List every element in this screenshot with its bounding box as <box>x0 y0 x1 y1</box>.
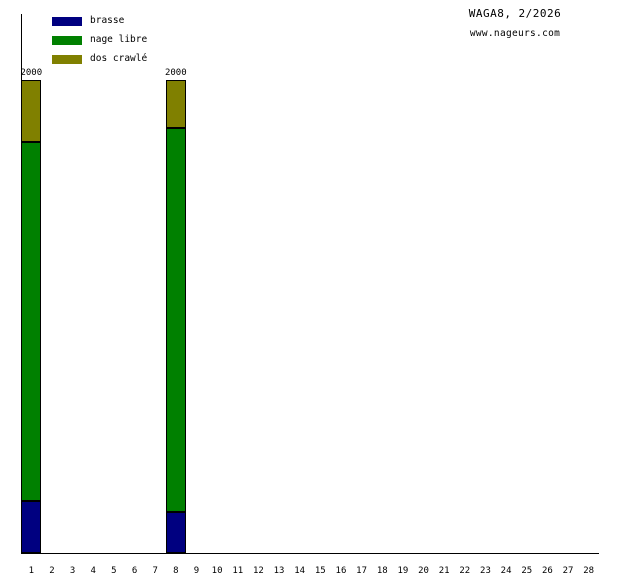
x-tick-label: 26 <box>541 566 553 576</box>
plot-area: 2000 2000 <box>20 14 599 553</box>
x-tick-label: 2 <box>49 566 55 576</box>
chart-title: WAGA8, 2/2026 <box>468 7 562 20</box>
x-tick-label: 24 <box>500 566 512 576</box>
legend-label: brasse <box>90 15 125 26</box>
bar-total-label: 2000 <box>164 68 187 78</box>
x-tick-label: 27 <box>562 566 574 576</box>
x-tick-label: 7 <box>152 566 158 576</box>
bar-segment[interactable] <box>21 141 42 501</box>
legend-swatch-icon <box>52 17 82 26</box>
x-tick-label: 1 <box>28 566 35 576</box>
x-tick-label: 20 <box>418 566 429 576</box>
x-tick-label: 17 <box>356 566 368 576</box>
x-tick-label: 19 <box>397 566 409 576</box>
x-axis-line <box>21 553 599 554</box>
chart-subtitle: www.nageurs.com <box>469 28 561 39</box>
x-tick-label: 16 <box>335 566 347 576</box>
x-tick-label: 13 <box>273 566 285 576</box>
x-tick-label: 5 <box>111 566 117 576</box>
bar-segment[interactable] <box>165 512 186 553</box>
x-tick-label: 22 <box>459 566 471 576</box>
x-tick-label: 21 <box>438 566 450 576</box>
x-tick-label: 15 <box>314 566 326 576</box>
x-axis-tick-labels: 1 2 3 4 5 6 7 8 9 10 11 12 13 14 15 16 17 18 19 20 21 22 23 24 2… <box>21 566 599 580</box>
bar-segment[interactable] <box>21 500 42 553</box>
bar-stack[interactable]: 2000 <box>20 68 42 553</box>
x-tick-label: 12 <box>252 566 264 576</box>
bar-stack[interactable]: 2000 <box>165 68 187 553</box>
x-tick-label: 6 <box>131 566 138 576</box>
x-tick-label: 23 <box>480 566 491 576</box>
x-tick-label: 4 <box>90 566 96 576</box>
x-tick-label: 8 <box>173 566 179 576</box>
legend-label: dos crawlé <box>90 53 148 64</box>
x-tick-label: 10 <box>211 566 223 576</box>
x-tick-label: 18 <box>376 566 388 576</box>
bar-total-label: 2000 <box>20 68 43 78</box>
x-tick-label: 14 <box>294 566 306 576</box>
x-tick-label: 9 <box>193 566 200 576</box>
legend-label: nage libre <box>90 34 148 45</box>
x-tick-label: 25 <box>521 566 533 576</box>
x-tick-label: 3 <box>69 566 76 576</box>
legend-swatch-icon <box>52 36 82 45</box>
bar-segment[interactable] <box>165 80 186 129</box>
x-tick-label: 11 <box>232 566 244 576</box>
legend-swatch-icon <box>52 55 82 64</box>
bar-segment[interactable] <box>165 128 186 513</box>
x-tick-label: 28 <box>583 566 595 576</box>
bar-segment[interactable] <box>21 80 42 142</box>
